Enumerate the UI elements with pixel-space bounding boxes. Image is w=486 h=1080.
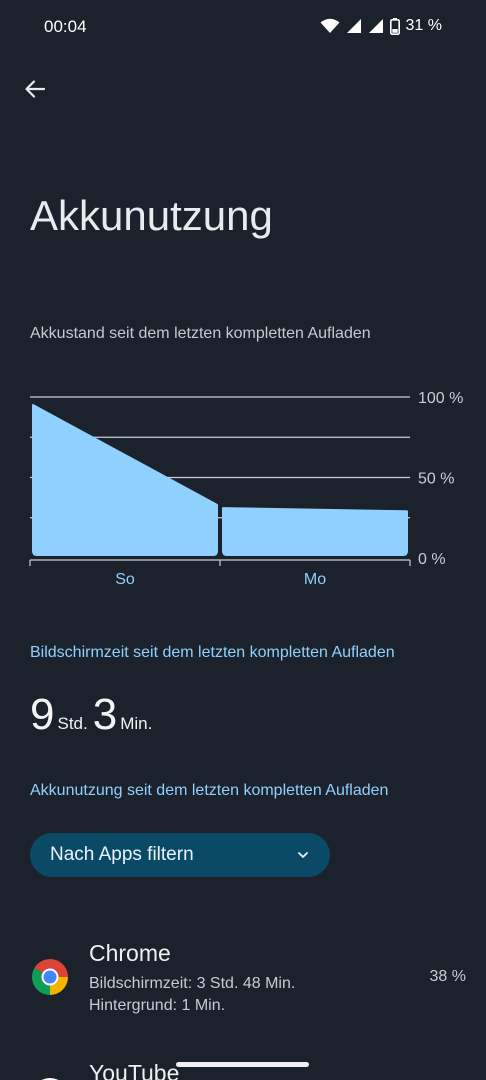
screen-time-hours: 9 — [30, 690, 55, 739]
screen-time-value: 9 Std. 3 Min. — [30, 690, 157, 740]
signal-icon-2 — [368, 19, 383, 33]
filter-label: Nach Apps filtern — [50, 844, 194, 865]
filter-apps-dropdown[interactable]: Nach Apps filtern — [30, 833, 330, 877]
screen-time-hours-unit: Std. — [57, 714, 88, 733]
x-tick-label: Mo — [304, 571, 326, 588]
battery-level-area-So — [32, 404, 218, 556]
signal-icon — [346, 19, 361, 33]
app-name: YouTube — [89, 1060, 180, 1080]
battery-percent: 31 % — [405, 17, 442, 34]
chart-label: Akkustand seit dem letzten kompletten Au… — [30, 325, 371, 342]
status-bar: 00:04 31 % — [0, 0, 486, 54]
app-background-time: Hintergrund: 1 Min. — [89, 997, 226, 1014]
wifi-icon — [320, 18, 340, 33]
usage-title: Akkunutzung seit dem letzten kompletten … — [30, 782, 389, 799]
y-tick-label: 50 % — [418, 471, 454, 488]
screen-time-title: Bildschirmzeit seit dem letzten komplett… — [30, 644, 395, 661]
status-time: 00:04 — [44, 17, 87, 36]
app-name: Chrome — [89, 940, 171, 966]
battery-level-area-Mo — [222, 507, 408, 556]
battery-chart: So Mo 100 % 50 % 0 % — [29, 390, 463, 588]
home-indicator[interactable] — [176, 1062, 309, 1067]
app-row-chrome[interactable]: Chrome Bildschirmzeit: 3 Std. 48 Min. Hi… — [0, 935, 486, 1025]
x-tick-label: So — [115, 571, 135, 588]
page-title: Akkunutzung — [30, 192, 273, 239]
battery-icon — [389, 17, 400, 35]
screen-time-minutes-unit: Min. — [120, 714, 153, 733]
y-tick-label: 100 % — [418, 390, 463, 407]
app-percent: 38 % — [429, 968, 466, 985]
youtube-icon — [41, 1078, 59, 1080]
screen-time-minutes: 3 — [92, 690, 118, 739]
arrow-left-icon — [25, 80, 46, 98]
back-button[interactable] — [18, 72, 52, 106]
chrome-icon — [31, 958, 68, 995]
y-tick-label: 0 % — [418, 551, 446, 568]
status-icons: 31 % — [320, 17, 442, 35]
chevron-down-icon — [296, 848, 310, 862]
app-screen-time: Bildschirmzeit: 3 Std. 48 Min. — [89, 975, 296, 992]
